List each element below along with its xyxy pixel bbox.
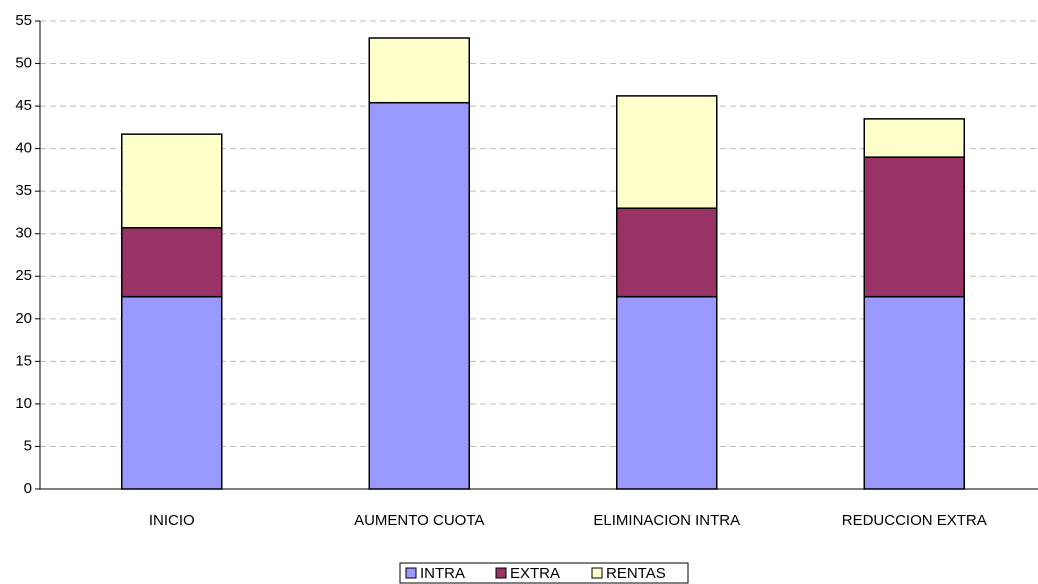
legend-swatch <box>591 567 603 579</box>
bar-segment <box>368 37 470 104</box>
y-tick-label: 15 <box>15 352 32 369</box>
x-tick-label: REDUCCION EXTRA <box>842 512 987 529</box>
bar-segment <box>863 118 965 158</box>
legend-swatch <box>495 567 507 579</box>
legend-label: RENTAS <box>606 565 666 582</box>
y-tick-label: 40 <box>15 140 32 157</box>
y-tick-label: 10 <box>15 395 32 412</box>
bar-segment <box>368 101 470 490</box>
y-tick-label: 0 <box>24 480 32 497</box>
bar-segment <box>121 295 223 490</box>
x-tick-label: ELIMINACION INTRA <box>593 512 740 529</box>
bar-segment <box>863 156 965 298</box>
legend-label: EXTRA <box>510 565 560 582</box>
bar-segment <box>616 295 718 490</box>
x-tick-label: INICIO <box>149 512 195 529</box>
x-tick-label: AUMENTO CUOTA <box>354 512 484 529</box>
y-tick-label: 5 <box>24 437 32 454</box>
y-tick-label: 30 <box>15 225 32 242</box>
legend-swatch <box>405 567 417 579</box>
bar-segment <box>121 133 223 229</box>
bar-segment <box>863 295 965 490</box>
y-tick-label: 20 <box>15 310 32 327</box>
bar-segment <box>616 95 718 209</box>
y-tick-label: 55 <box>15 12 32 29</box>
y-tick-label: 45 <box>15 97 32 114</box>
bar-segment <box>121 227 223 298</box>
legend-label: INTRA <box>420 565 465 582</box>
y-tick-label: 50 <box>15 55 32 72</box>
bar-segment <box>616 207 718 298</box>
legend-box <box>399 562 689 584</box>
y-tick-label: 25 <box>15 267 32 284</box>
y-tick-label: 35 <box>15 182 32 199</box>
